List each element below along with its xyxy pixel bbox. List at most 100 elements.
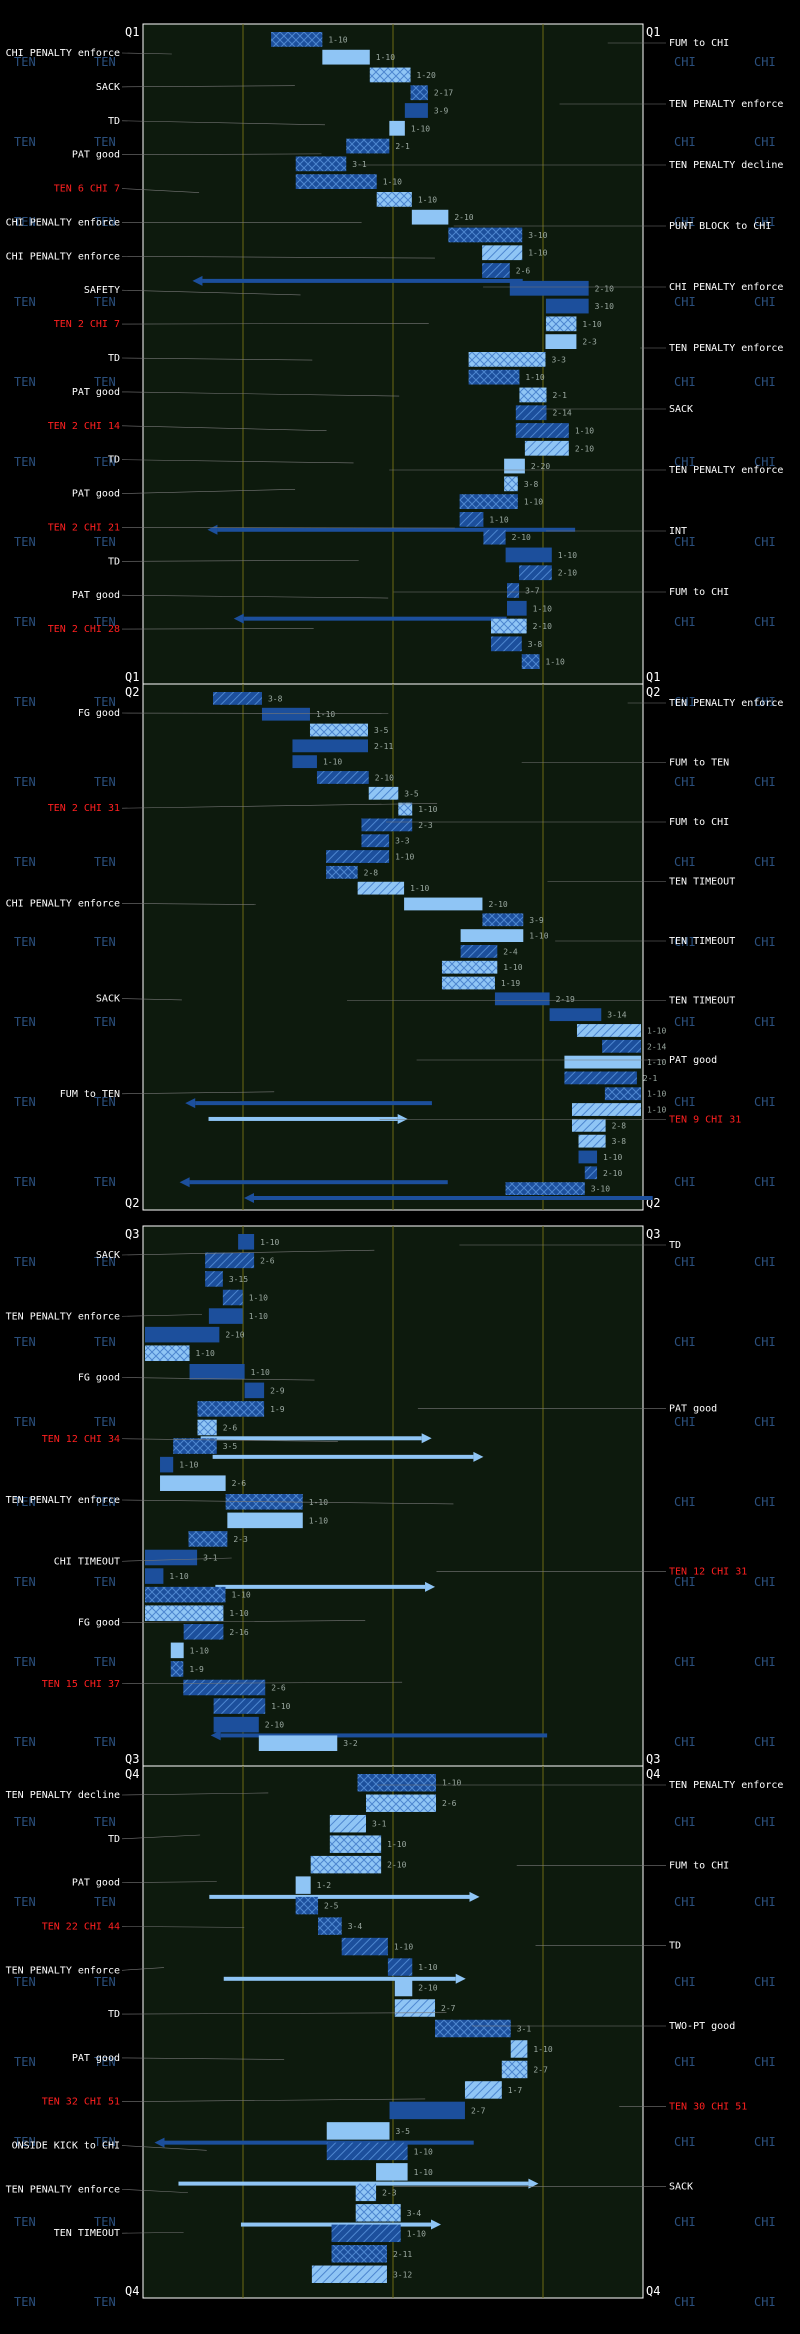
team-watermark-right: CHI [674, 455, 696, 469]
play-bar [549, 1008, 602, 1022]
down-distance-label: 2-3 [582, 338, 597, 347]
play-bar [326, 2142, 408, 2161]
play-bar [205, 1252, 255, 1269]
event-label: FG good [78, 1373, 120, 1384]
team-watermark-right: CHI [674, 1895, 696, 1909]
quarter-label-start: Q1 [125, 25, 139, 39]
play-bar [490, 618, 527, 634]
drive-arrow [195, 1101, 432, 1106]
play-bar [494, 992, 550, 1006]
team-watermark-right: CHI [754, 775, 776, 789]
team-watermark-left: TEN [94, 535, 116, 549]
event-label: TEN PENALTY enforce [669, 99, 783, 110]
play-bar [326, 865, 358, 879]
team-watermark-right: CHI [674, 215, 696, 229]
quarter-label-end: Q1 [646, 670, 660, 684]
team-watermark-left: TEN [14, 1575, 36, 1589]
team-watermark-right: CHI [674, 1655, 696, 1669]
down-distance-label: 1-10 [328, 35, 347, 44]
down-distance-label: 1-10 [533, 2045, 552, 2054]
team-watermark-right: CHI [674, 935, 696, 949]
event-label: ONSIDE KICK to CHI [12, 2141, 120, 2152]
down-distance-label: 3-10 [591, 1185, 610, 1194]
down-distance-label: 1-10 [442, 1779, 461, 1788]
down-distance-label: 1-10 [533, 604, 552, 613]
down-distance-label: 3-5 [396, 2127, 411, 2136]
down-distance-label: 3-8 [524, 480, 539, 489]
down-distance-label: 3-5 [404, 789, 419, 798]
team-watermark-left: TEN [14, 615, 36, 629]
play-bar [208, 1308, 243, 1324]
team-watermark-right: CHI [674, 135, 696, 149]
event-leader [121, 1792, 269, 1796]
down-distance-label: 3-1 [352, 160, 367, 169]
play-bar [483, 529, 506, 545]
event-leader [121, 1926, 245, 1928]
score-label: TEN 2 CHI 7 [54, 319, 120, 330]
team-watermark-left: TEN [14, 1335, 36, 1349]
down-distance-label: 1-10 [647, 1058, 666, 1067]
event-label: TEN PENALTY enforce [669, 343, 783, 354]
event-label: TEN PENALTY enforce [669, 698, 783, 709]
team-watermark-left: TEN [14, 2295, 36, 2309]
event-leader [121, 1377, 315, 1381]
down-distance-label: 2-3 [233, 1535, 248, 1544]
team-watermark-right: CHI [754, 1335, 776, 1349]
down-distance-label: 1-10 [414, 2147, 433, 2156]
team-watermark-left: TEN [94, 1735, 116, 1749]
event-leader [121, 289, 301, 296]
down-distance-label: 2-6 [232, 1479, 247, 1488]
down-distance-label: 1-10 [249, 1312, 268, 1321]
down-distance-label: 1-10 [376, 53, 395, 62]
team-watermark-left: TEN [94, 695, 116, 709]
play-bar [213, 1716, 259, 1733]
team-watermark-left: TEN [14, 1255, 36, 1269]
team-watermark-left: TEN [94, 2215, 116, 2229]
event-label: SACK [669, 2182, 693, 2193]
down-distance-label: 2-10 [375, 773, 394, 782]
event-leader [121, 188, 200, 193]
drive-arrow-head [473, 1451, 484, 1462]
team-watermark-left: TEN [14, 1175, 36, 1189]
event-label: PAT good [72, 150, 120, 161]
team-watermark-right: CHI [674, 375, 696, 389]
quarter-label-start: Q1 [646, 25, 660, 39]
quarter-label-end: Q4 [125, 2284, 139, 2298]
down-distance-label: 1-10 [190, 1646, 209, 1655]
team-watermark-left: TEN [94, 775, 116, 789]
team-watermark-left: TEN [94, 1015, 116, 1029]
down-distance-label: 3-2 [343, 1739, 358, 1748]
event-leader [121, 2057, 285, 2060]
drive-arrow-head [528, 2178, 539, 2189]
play-bar [160, 1456, 174, 1473]
drive-arrow [220, 1733, 548, 1738]
event-label: SACK [96, 1250, 120, 1261]
event-label: TEN PENALTY enforce [669, 1780, 783, 1791]
play-bar [524, 440, 569, 456]
play-bar [468, 369, 520, 385]
drive-arrow [215, 1584, 426, 1589]
play-bar [411, 209, 449, 225]
play-bar [292, 739, 369, 753]
event-label: TEN TIMEOUT [54, 2228, 120, 2239]
drive-arrow-head [192, 275, 203, 286]
team-watermark-left: TEN [14, 1095, 36, 1109]
play-bar [331, 2224, 401, 2243]
play-bar [504, 458, 525, 474]
drive-arrow-head [185, 1098, 196, 1109]
drive-arrow [189, 1180, 448, 1185]
down-distance-label: 3-4 [348, 1922, 363, 1931]
team-watermark-right: CHI [674, 1735, 696, 1749]
score-label: TEN 22 CHI 44 [42, 1921, 120, 1932]
down-distance-label: 2-10 [265, 1721, 284, 1730]
drive-arrow-head [233, 613, 244, 624]
team-watermark-right: CHI [674, 2295, 696, 2309]
play-bar [183, 1679, 266, 1696]
down-distance-label: 2-10 [454, 213, 473, 222]
event-leader [121, 1881, 217, 1883]
play-bar [197, 1419, 217, 1436]
down-distance-label: 1-10 [647, 1026, 666, 1035]
team-watermark-left: TEN [14, 215, 36, 229]
play-bar [515, 423, 569, 438]
